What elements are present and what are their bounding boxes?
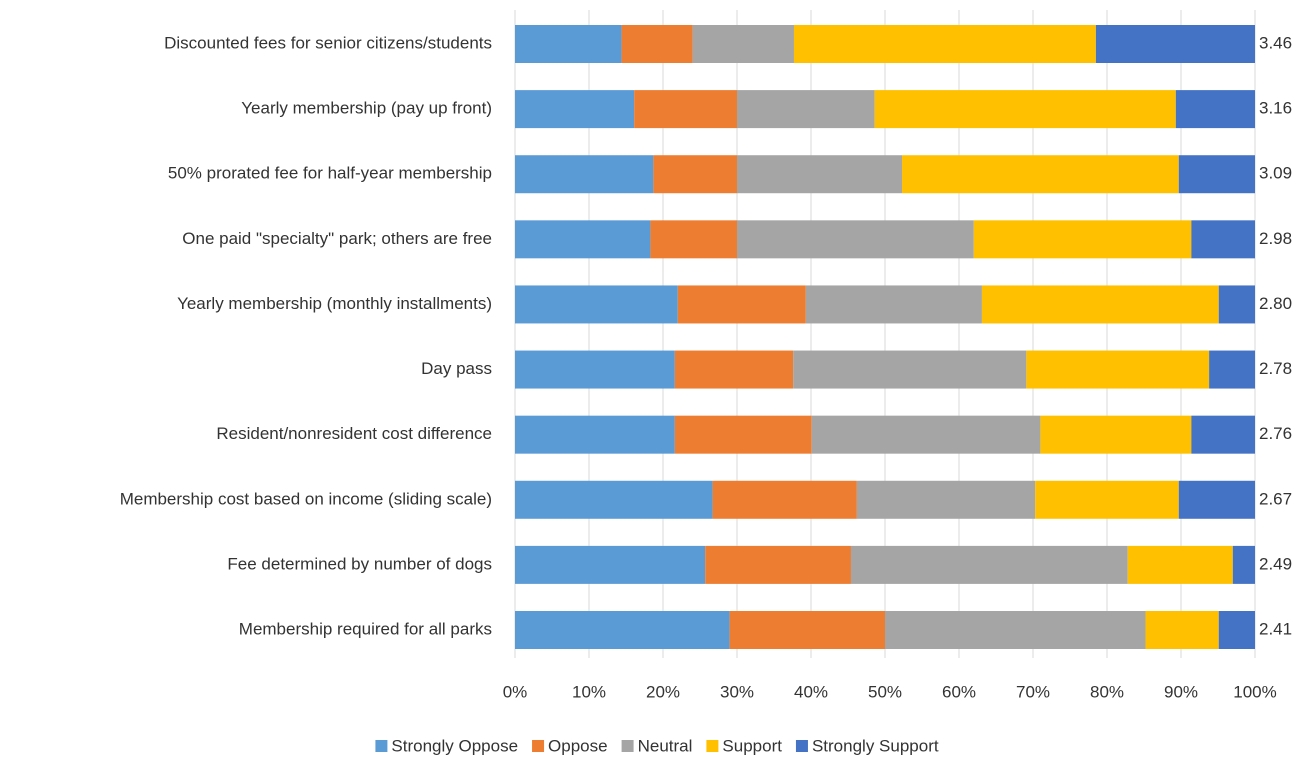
legend-label: Support <box>722 736 782 755</box>
bar-segment <box>981 285 1219 324</box>
y-tick-label: 50% prorated fee for half-year membershi… <box>168 164 492 183</box>
bar-segment <box>674 415 812 454</box>
bar-segment <box>677 285 806 324</box>
bar-segment <box>1035 480 1179 519</box>
row-annotation: 2.49 <box>1259 554 1292 573</box>
legend-label: Neutral <box>638 736 693 755</box>
bar-segment <box>811 415 1041 454</box>
legend-label: Strongly Oppose <box>391 736 518 755</box>
x-tick-label: 60% <box>942 682 976 701</box>
y-tick-label: Resident/nonresident cost difference <box>216 424 492 443</box>
bar-segment <box>856 480 1036 519</box>
bar-segment <box>1218 285 1255 324</box>
x-tick-label: 30% <box>720 682 754 701</box>
bar-segment <box>1178 480 1255 519</box>
bar-segment <box>653 155 737 194</box>
bar-segment <box>737 90 875 129</box>
bar-segment <box>515 611 730 649</box>
bar-segment <box>1026 350 1210 389</box>
legend-swatch <box>532 740 545 752</box>
x-tick-label: 70% <box>1016 682 1050 701</box>
bar-segment <box>692 25 794 63</box>
x-tick-label: 10% <box>572 682 606 701</box>
row-annotation: 2.80 <box>1259 294 1292 313</box>
bar-segment <box>874 90 1176 129</box>
y-tick-label: Yearly membership (monthly installments) <box>177 294 492 313</box>
y-tick-label: Membership required for all parks <box>239 619 492 638</box>
bar-segment <box>634 90 737 129</box>
bar-segment <box>650 220 737 259</box>
x-tick-label: 90% <box>1164 682 1198 701</box>
bar-segment <box>1209 350 1255 389</box>
bar-segment <box>1145 611 1219 649</box>
bar-segment <box>737 155 903 194</box>
bar-segment <box>729 611 885 649</box>
bar-segment <box>1191 220 1255 259</box>
bar-segment <box>515 545 706 584</box>
bar-segment <box>621 25 693 63</box>
bar-segment <box>793 350 1027 389</box>
bar-segment <box>515 220 651 259</box>
x-tick-label: 0% <box>503 682 528 701</box>
bar-segment <box>674 350 794 389</box>
bar-segment <box>1175 90 1255 129</box>
bar-segment <box>515 25 622 63</box>
row-annotation: 3.46 <box>1259 33 1292 52</box>
y-tick-label: Yearly membership (pay up front) <box>241 99 492 118</box>
bar-segment <box>850 545 1128 584</box>
bar-segment <box>973 220 1192 259</box>
bar-segment <box>885 611 1146 649</box>
bar-segment <box>515 415 675 454</box>
legend-swatch <box>621 740 634 752</box>
y-tick-label: Discounted fees for senior citizens/stud… <box>164 33 492 52</box>
bar-segment <box>515 350 675 389</box>
row-annotation: 2.76 <box>1259 424 1292 443</box>
bar-segment <box>1218 611 1255 649</box>
bar-segment <box>793 25 1096 63</box>
bar-segment <box>515 480 713 519</box>
bar-segment <box>515 90 635 129</box>
bar-segment <box>705 545 851 584</box>
bar-segment <box>737 220 974 259</box>
bar-segment <box>1232 545 1255 584</box>
row-annotation: 3.16 <box>1259 99 1292 118</box>
row-annotation: 2.78 <box>1259 359 1292 378</box>
row-annotation: 2.41 <box>1259 619 1292 638</box>
bar-segment <box>1040 415 1192 454</box>
bar-segment <box>1127 545 1233 584</box>
bar-segment <box>902 155 1179 194</box>
bar-segment <box>712 480 857 519</box>
x-tick-label: 40% <box>794 682 828 701</box>
x-tick-label: 20% <box>646 682 680 701</box>
bar-segment <box>1178 155 1255 194</box>
y-tick-label: One paid "specialty" park; others are fr… <box>182 229 492 248</box>
row-annotation: 2.98 <box>1259 229 1292 248</box>
y-tick-label: Membership cost based on income (sliding… <box>120 489 492 508</box>
legend-swatch <box>795 740 808 752</box>
bar-segment <box>805 285 982 324</box>
bar-segment <box>515 285 678 324</box>
legend-label: Oppose <box>548 736 608 755</box>
y-tick-label: Day pass <box>421 359 492 378</box>
x-tick-label: 100% <box>1233 682 1276 701</box>
legend-swatch <box>375 740 388 752</box>
bar-segment <box>1191 415 1255 454</box>
x-tick-label: 80% <box>1090 682 1124 701</box>
legend-label: Strongly Support <box>812 736 939 755</box>
y-tick-label: Fee determined by number of dogs <box>227 554 492 573</box>
row-annotation: 3.09 <box>1259 164 1292 183</box>
bar-segment <box>515 155 654 194</box>
x-tick-label: 50% <box>868 682 902 701</box>
row-annotation: 2.67 <box>1259 489 1292 508</box>
legend-swatch <box>706 740 719 752</box>
bar-segment <box>1095 25 1255 63</box>
